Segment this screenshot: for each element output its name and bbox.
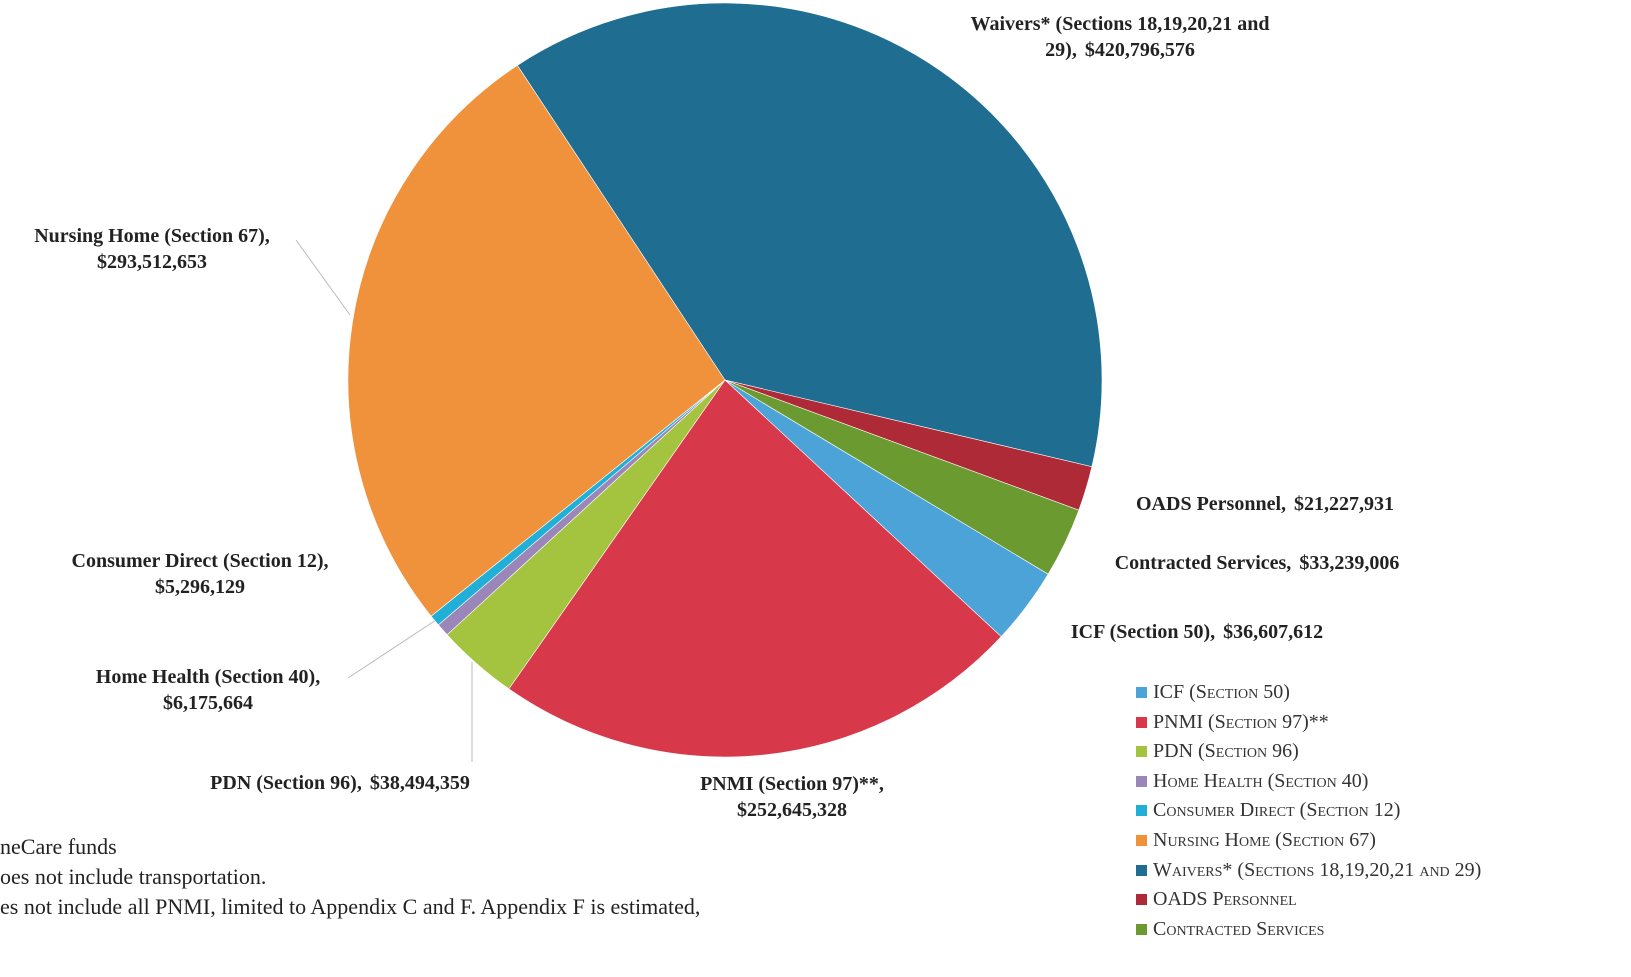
legend-entry: Contracted Services (1136, 917, 1324, 941)
label-name: PDN (Section 96), (210, 772, 362, 794)
data-label: Consumer Direct (Section 12), $5,296,129 (0, 548, 400, 600)
label-value: $5,296,129 (155, 576, 245, 598)
footnote: oes not include transportation. (0, 864, 267, 889)
legend-entry: OADS Personnel (1136, 887, 1297, 911)
label-value: $252,645,328 (737, 799, 847, 821)
data-label: Home Health (Section 40), $6,175,664 (8, 664, 408, 716)
pie-slice (508, 379, 1002, 758)
legend-entry: Nursing Home (Section 67) (1136, 828, 1376, 852)
label-value: $6,175,664 (163, 692, 253, 714)
footnote: es not include all PNMI, limited to Appe… (0, 894, 701, 919)
pie-slice (724, 379, 1080, 575)
legend-entry: ICF (Section 50) (1136, 680, 1290, 704)
legend-swatch (1136, 716, 1147, 728)
legend-swatch (1136, 835, 1147, 846)
label-value: $36,607,612 (1223, 621, 1324, 643)
legend-label: Home Health (Section 40) (1153, 769, 1369, 792)
legend-label: PDN (Section 96) (1153, 740, 1299, 763)
label-name: Nursing Home (Section 67), (34, 225, 270, 247)
data-label: Nursing Home (Section 67), $293,512,653 (0, 223, 352, 275)
legend-entry: Waivers* (Sections 18,19,20,21 and 29) (1136, 858, 1481, 882)
leader-line (347, 619, 437, 679)
legend-swatch (1136, 923, 1147, 935)
label-value: $293,512,653 (97, 251, 207, 273)
data-label: Waivers* (Sections 18,19,20,21 and 29), $… (955, 11, 1285, 63)
label-name: PNMI (Section 97)**, (700, 773, 884, 795)
pie-slice (347, 64, 726, 617)
data-label: ICF (Section 50), $36,607,612 (997, 619, 1397, 645)
legend-swatch (1136, 894, 1147, 906)
legend-swatch (1136, 864, 1147, 876)
legend-label: Nursing Home (Section 67) (1153, 829, 1376, 851)
legend-label: ICF (Section 50) (1153, 681, 1290, 703)
legend-label: PNMI (Section 97)** (1153, 710, 1329, 733)
legend-label: Consumer Direct (Section 12) (1153, 799, 1401, 822)
data-label: OADS Personnel, $21,227,931 (1065, 491, 1465, 517)
data-label: Contracted Services, $33,239,006 (1057, 550, 1457, 576)
leader-line (295, 239, 351, 316)
legend-entry: Consumer Direct (Section 12) (1136, 798, 1400, 822)
label-value: $21,227,931 (1294, 493, 1394, 515)
legend-swatch (1136, 687, 1147, 698)
legend-entry: PNMI (Section 97)** (1136, 710, 1329, 734)
legend-swatch (1136, 746, 1147, 758)
legend-entry: PDN (Section 96) (1136, 739, 1299, 763)
label-name: Contracted Services, (1114, 552, 1292, 574)
label-name: Waivers* (Sections 18,19,20,21 and 29), (970, 13, 1270, 61)
label-name: Consumer Direct (Section 12), (71, 550, 329, 572)
leader-lines (295, 239, 473, 762)
data-label: PNMI (Section 97)**, $252,645,328 (592, 771, 992, 823)
label-name: OADS Personnel, (1136, 493, 1286, 515)
legend-swatch (1136, 775, 1147, 787)
legend-label: OADS Personnel (1153, 888, 1297, 911)
label-name: Home Health (Section 40), (95, 666, 321, 688)
label-value: $33,239,006 (1299, 552, 1400, 574)
legend-label: Waivers* (Sections 18,19,20,21 and 29) (1153, 858, 1482, 881)
legend-swatch (1136, 805, 1147, 817)
pie-slice (516, 2, 1103, 468)
label-value: $38,494,359 (369, 772, 470, 794)
label-value: $420,796,576 (1084, 39, 1195, 61)
legend-label: Contracted Services (1153, 917, 1325, 940)
legend-entry: Home Health (Section 40) (1136, 769, 1368, 793)
data-label: PDN (Section 96), $38,494,359 (140, 770, 540, 796)
footnote: neCare funds (0, 834, 117, 859)
label-name: ICF (Section 50), (1070, 621, 1216, 643)
